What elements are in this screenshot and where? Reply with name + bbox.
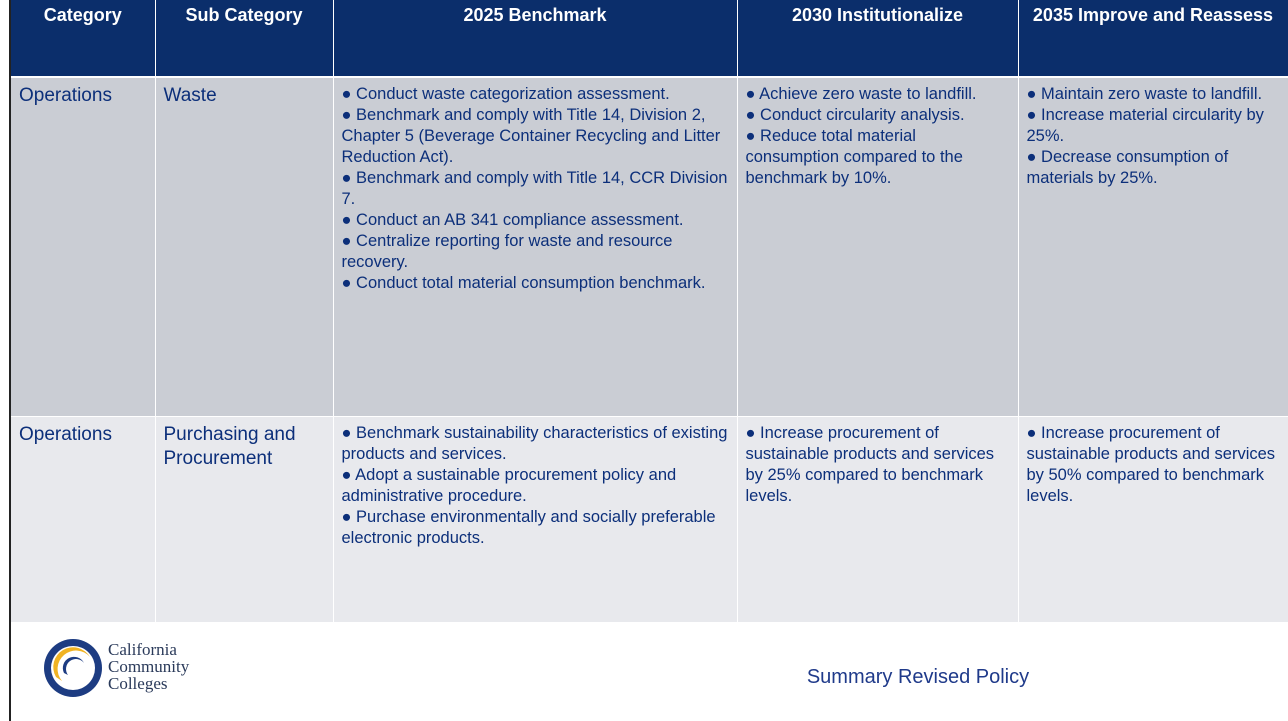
- goal-item: ● Maintain zero waste to landfill.: [1026, 85, 1263, 103]
- table-row: Operations Waste ● Conduct waste categoriz…: [11, 77, 1288, 417]
- footer-title: Summary Revised Policy: [806, 666, 1030, 688]
- slide-edge: [9, 0, 11, 721]
- goal-item: ● Increase material circularity by 25%.: [1026, 106, 1264, 145]
- goal-item: ● Conduct an AB 341 compliance assessmen…: [341, 211, 684, 229]
- goal-item: ● Increase procurement of sustainable pr…: [1026, 424, 1276, 505]
- sub-category-cell: Waste: [155, 77, 334, 417]
- header-cell: 2030 Institutionalize: [737, 0, 1019, 78]
- goal-item: ● Conduct waste categorization assessmen…: [341, 85, 670, 103]
- goal-item: ● Benchmark and comply with Title 14, CC…: [341, 169, 728, 208]
- table-body: Operations Waste ● Conduct waste categoriz…: [11, 77, 1288, 623]
- category-cell: Operations: [11, 416, 156, 623]
- logo-line: Community: [108, 657, 190, 676]
- logo-line: California: [108, 640, 177, 659]
- logo-mark: [44, 639, 102, 697]
- goal-cell: ● Benchmark sustainability characteristi…: [333, 416, 738, 623]
- header-cell: 2035 Improve and Reassess: [1018, 0, 1288, 78]
- goal-cell: ● Achieve zero waste to landfill. ● Condu…: [737, 77, 1019, 417]
- table-row: Operations Purchasing and Procurement ● Be…: [11, 416, 1288, 623]
- goal-item: ● Increase procurement of sustainable pr…: [745, 424, 995, 505]
- logo-line: Colleges: [108, 674, 168, 693]
- sub-category-cell: Purchasing and Procurement: [155, 416, 334, 623]
- goal-item: ● Benchmark sustainability characteristi…: [341, 424, 728, 463]
- header-row: Category Sub Category 2025 Benchmark 2030 I…: [11, 0, 1288, 78]
- goal-item: ● Benchmark and comply with Title 14, Di…: [341, 106, 721, 166]
- goal-item: ● Adopt a sustainable procurement policy…: [341, 466, 677, 505]
- goal-item: ● Conduct total material consumption ben…: [341, 274, 706, 292]
- policy-table: Category Sub Category 2025 Benchmark 2030 I…: [11, 0, 1288, 623]
- goal-cell: ● Conduct waste categorization assessmen…: [333, 77, 738, 417]
- goal-item: ● Achieve zero waste to landfill.: [745, 85, 977, 103]
- goal-item: ● Purchase environmentally and socially …: [341, 508, 716, 547]
- goal-item: ● Decrease consumption of materials by 2…: [1026, 148, 1229, 187]
- goal-cell: ● Maintain zero waste to landfill. ● Incr…: [1018, 77, 1288, 417]
- category-cell: Operations: [11, 77, 156, 417]
- header-cell: Sub Category: [155, 0, 334, 78]
- header-cell: 2025 Benchmark: [333, 0, 738, 78]
- goal-cell: ● Increase procurement of sustainable pr…: [1018, 416, 1288, 623]
- header-cell: Category: [11, 0, 156, 78]
- goal-item: ● Conduct circularity analysis.: [745, 106, 965, 124]
- goal-item: ● Reduce total material consumption comp…: [745, 127, 963, 187]
- goal-cell: ● Increase procurement of sustainable pr…: [737, 416, 1019, 623]
- logo-text: California Community Colleges: [108, 641, 189, 692]
- goal-item: ● Centralize reporting for waste and res…: [341, 232, 673, 271]
